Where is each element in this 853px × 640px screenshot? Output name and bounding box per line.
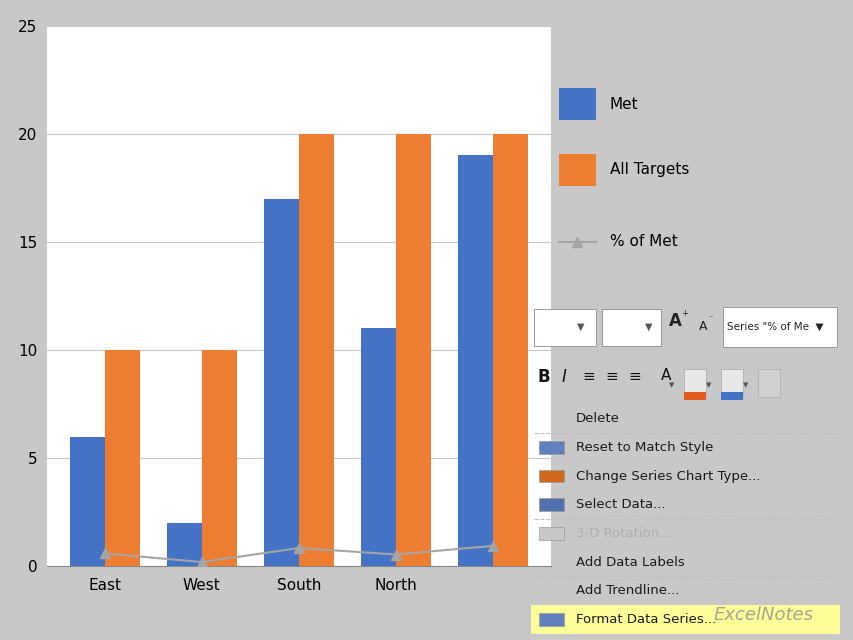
Text: Reset to Match Style: Reset to Match Style bbox=[575, 441, 712, 454]
Text: A: A bbox=[668, 312, 681, 330]
Text: % of Met: % of Met bbox=[609, 234, 676, 249]
Bar bbox=[457, 156, 492, 566]
Bar bbox=[757, 369, 779, 397]
Bar bbox=[721, 369, 742, 397]
Bar bbox=[538, 527, 563, 540]
Bar bbox=[538, 499, 563, 511]
Bar bbox=[538, 470, 563, 483]
Text: All Targets: All Targets bbox=[609, 163, 688, 177]
Text: Met: Met bbox=[609, 97, 638, 112]
Text: A: A bbox=[698, 319, 706, 333]
Bar bbox=[361, 328, 396, 566]
Text: Select Data...: Select Data... bbox=[575, 498, 664, 511]
Text: Format Data Series...: Format Data Series... bbox=[575, 612, 716, 626]
Text: A: A bbox=[659, 367, 670, 383]
Text: B: B bbox=[537, 367, 549, 385]
Text: Series "% of Me  ▼: Series "% of Me ▼ bbox=[726, 322, 822, 332]
Bar bbox=[721, 392, 742, 399]
Text: Add Trendline...: Add Trendline... bbox=[575, 584, 679, 597]
Bar bbox=[534, 309, 595, 346]
Text: +: + bbox=[680, 308, 687, 317]
Text: ≡: ≡ bbox=[605, 369, 618, 384]
Bar bbox=[166, 523, 201, 566]
Text: ⁻: ⁻ bbox=[708, 313, 712, 322]
Text: I: I bbox=[560, 367, 566, 385]
Text: ▼: ▼ bbox=[705, 382, 711, 388]
Bar bbox=[492, 134, 527, 566]
Bar bbox=[396, 134, 431, 566]
Bar bbox=[70, 436, 105, 566]
Text: ▼: ▼ bbox=[669, 382, 674, 388]
Bar bbox=[601, 309, 660, 346]
Bar bbox=[538, 441, 563, 454]
Text: Delete: Delete bbox=[575, 412, 619, 426]
Bar bbox=[531, 605, 839, 634]
Bar bbox=[558, 88, 595, 120]
Bar bbox=[201, 350, 236, 566]
Bar bbox=[722, 307, 836, 347]
Text: Change Series Chart Type...: Change Series Chart Type... bbox=[575, 470, 760, 483]
Bar bbox=[683, 392, 705, 399]
Bar bbox=[264, 198, 299, 566]
Text: ≡: ≡ bbox=[582, 369, 594, 384]
Bar bbox=[683, 369, 705, 397]
Bar bbox=[538, 613, 563, 626]
Text: ▼: ▼ bbox=[577, 322, 583, 332]
Bar bbox=[558, 154, 595, 186]
Text: 3-D Rotation...: 3-D Rotation... bbox=[575, 527, 670, 540]
Text: ExcelNotes: ExcelNotes bbox=[712, 606, 812, 624]
Bar bbox=[299, 134, 334, 566]
Bar bbox=[105, 350, 140, 566]
Text: Add Data Labels: Add Data Labels bbox=[575, 556, 684, 568]
Text: ▼: ▼ bbox=[742, 382, 748, 388]
Text: ≡: ≡ bbox=[628, 369, 641, 384]
Text: ▼: ▼ bbox=[644, 322, 652, 332]
